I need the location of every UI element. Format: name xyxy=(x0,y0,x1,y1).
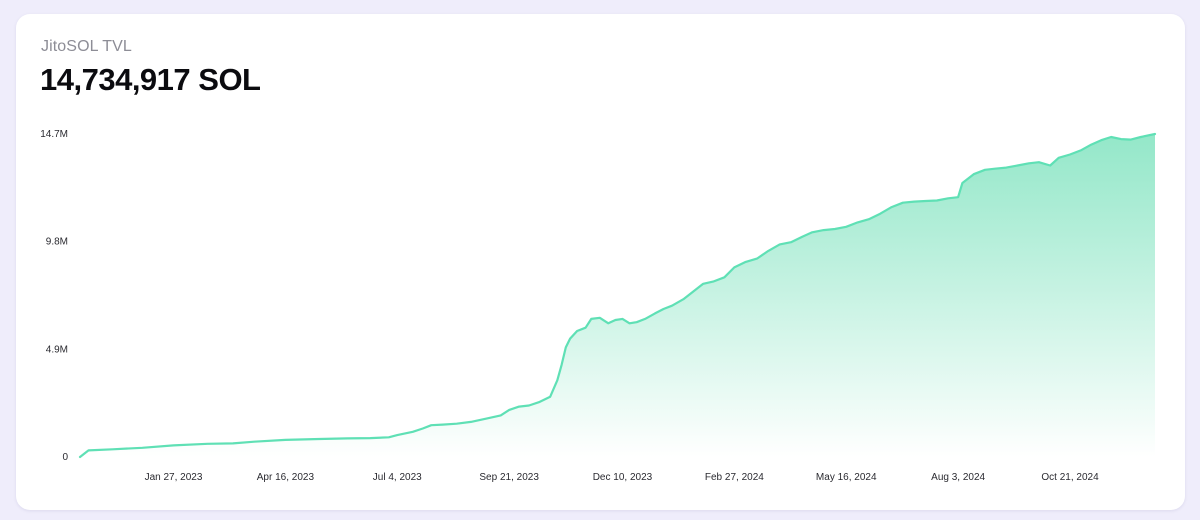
x-tick-label: Jul 4, 2023 xyxy=(373,472,422,483)
y-tick-label: 4.9M xyxy=(46,344,68,355)
x-tick-label: May 16, 2024 xyxy=(816,472,877,483)
x-tick-label: Feb 27, 2024 xyxy=(705,472,764,483)
x-tick-label: Sep 21, 2023 xyxy=(479,472,539,483)
area-fill xyxy=(80,134,1155,457)
metric-value: 14,734,917 SOL xyxy=(40,62,261,97)
y-tick-label: 0 xyxy=(62,452,68,463)
x-tick-label: Apr 16, 2023 xyxy=(257,472,315,483)
x-axis: Jan 27, 2023 Apr 16, 2023 Jul 4, 2023 Sep 2… xyxy=(145,472,1100,483)
series-line xyxy=(78,132,1157,459)
y-tick-label: 9.8M xyxy=(46,237,68,248)
x-tick-label: Dec 10, 2023 xyxy=(593,472,653,483)
y-axis: 0 4.9M 9.8M 14.7M xyxy=(40,129,68,463)
x-tick-label: Aug 3, 2024 xyxy=(931,472,985,483)
y-tick-label: 14.7M xyxy=(40,129,68,140)
x-tick-label: Oct 21, 2024 xyxy=(1041,472,1099,483)
x-tick-label: Jan 27, 2023 xyxy=(145,472,203,483)
metric-label: JitoSOL TVL xyxy=(41,38,132,55)
